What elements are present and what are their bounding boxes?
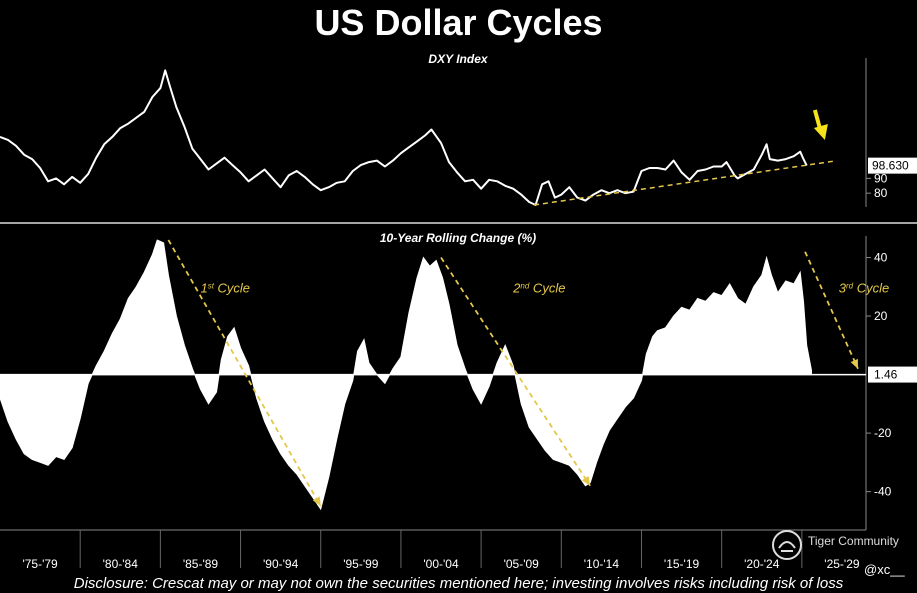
x-tick-label: '75-'79 — [22, 557, 58, 571]
watermark: Tiger Community @xc__ — [768, 528, 917, 577]
x-tick-label: '85-'89 — [183, 557, 219, 571]
x-tick-label: '90-'94 — [263, 557, 299, 571]
cycle-label-3: 3rd Cycle — [839, 281, 889, 296]
tiger-logo-icon — [772, 530, 802, 560]
rolling-last-value-label: 1.46 — [874, 368, 898, 382]
x-tick-label: '80-'84 — [103, 557, 139, 571]
x-tick-label: '05-'09 — [504, 557, 540, 571]
rolling-y-tick-label: 40 — [874, 251, 888, 265]
rolling-change-plot: 1st Cycle 2nd Cycle 3rd Cycle — [0, 239, 889, 511]
cycle-arrow-head-icon-2 — [581, 476, 591, 486]
dxy-y-tick-label: 80 — [874, 186, 888, 200]
cycle-arrow-head-icon-3 — [850, 358, 858, 369]
dxy-y-tick-label: 90 — [874, 171, 888, 185]
x-axis: '75-'79 '80-'84 '85-'89 '90-'94 '95-'99 '00-'… — [22, 530, 860, 571]
x-tick-label: '15-'19 — [664, 557, 700, 571]
watermark-brand: Tiger Community — [808, 534, 899, 548]
x-tick-label: '25-'29 — [824, 557, 860, 571]
watermark-handle: @xc__ — [864, 562, 905, 577]
dxy-last-value-badge — [868, 157, 917, 174]
top-panel-title: DXY Index — [428, 52, 488, 66]
chart-title: US Dollar Cycles — [314, 2, 603, 43]
x-tick-label: '10-'14 — [584, 557, 620, 571]
yellow-arrow-head-icon — [813, 124, 828, 140]
rolling-change-y-axis: 40 20 -20 -40 1.46 — [866, 251, 917, 499]
rolling-last-value-badge — [868, 366, 917, 383]
x-tick-label: '95-'99 — [343, 557, 379, 571]
x-tick-label: '00-'04 — [423, 557, 459, 571]
dxy-support-trendline — [533, 160, 835, 206]
cycle-arrow-head-icon-1 — [312, 496, 321, 507]
rolling-y-tick-label: -20 — [874, 426, 892, 440]
dxy-last-value-label: 98.630 — [872, 159, 909, 173]
dxy-series-line — [0, 69, 808, 206]
cycle-trendline-1 — [167, 239, 322, 507]
rolling-y-tick-label: 20 — [874, 309, 888, 323]
cycle-label-2: 2nd Cycle — [512, 281, 565, 296]
bottom-panel-title: 10-Year Rolling Change (%) — [380, 231, 536, 245]
cycle-trendline-2 — [440, 257, 591, 487]
cycle-trendline-3 — [804, 251, 859, 370]
disclosure-text: Disclosure: Crescat may or may not own t… — [73, 575, 844, 592]
x-tick-label: '20-'24 — [744, 557, 780, 571]
dxy-plot — [0, 69, 835, 206]
cycle-label-1: 1st Cycle — [200, 281, 250, 296]
rolling-y-tick-label: -40 — [874, 485, 892, 499]
